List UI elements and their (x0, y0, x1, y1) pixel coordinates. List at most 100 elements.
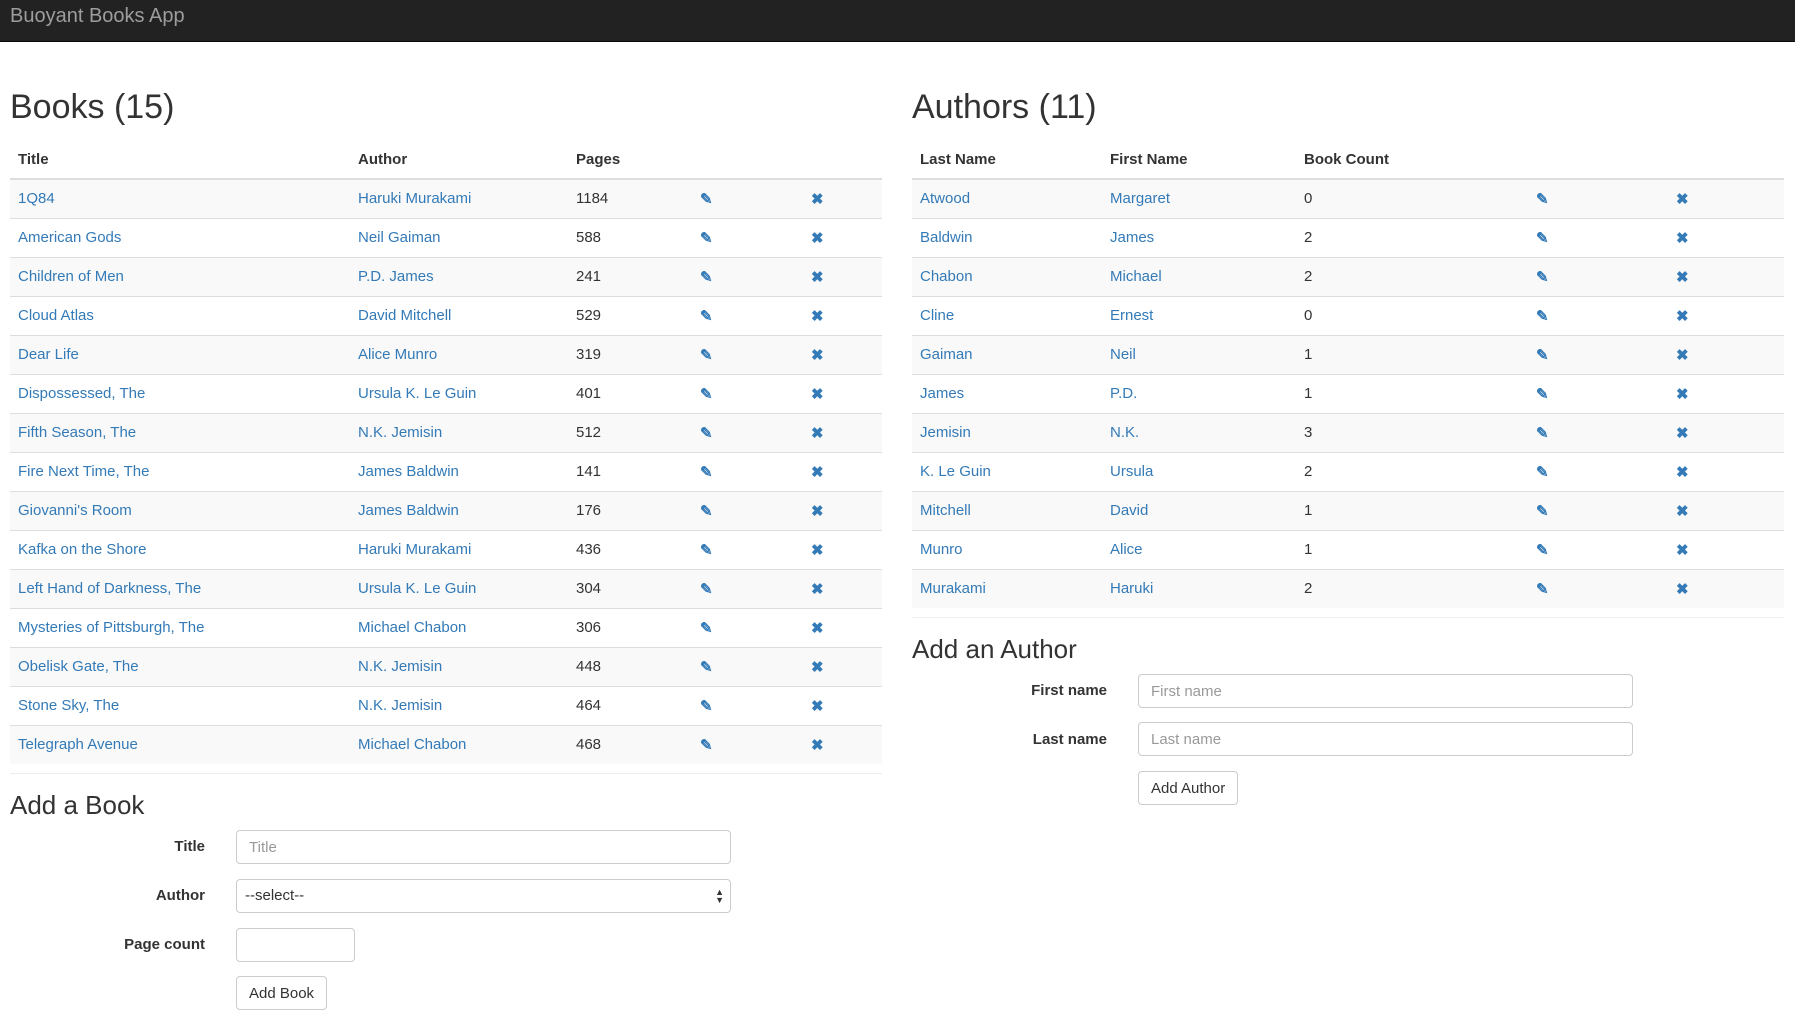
edit-icon[interactable]: ✎ (1536, 463, 1549, 481)
add-author-button[interactable]: Add Author (1138, 771, 1239, 805)
title-link[interactable]: Mysteries of Pittsburgh, The (18, 619, 205, 636)
delete-icon[interactable]: ✖ (811, 463, 824, 481)
edit-icon[interactable]: ✎ (700, 307, 713, 325)
delete-icon[interactable]: ✖ (1676, 541, 1689, 559)
add-book-button[interactable]: Add Book (236, 976, 328, 1010)
delete-icon[interactable]: ✖ (1676, 346, 1689, 364)
author-link[interactable]: Ursula K. Le Guin (358, 385, 477, 402)
first-link[interactable]: Neil (1110, 346, 1136, 363)
edit-icon[interactable]: ✎ (1536, 502, 1549, 520)
delete-icon[interactable]: ✖ (811, 307, 824, 325)
delete-icon[interactable]: ✖ (1676, 463, 1689, 481)
first-link[interactable]: P.D. (1110, 385, 1138, 402)
delete-icon[interactable]: ✖ (811, 424, 824, 442)
delete-icon[interactable]: ✖ (811, 658, 824, 676)
delete-icon[interactable]: ✖ (1676, 190, 1689, 208)
title-link[interactable]: Telegraph Avenue (18, 736, 138, 754)
last-link[interactable]: K. Le Guin (920, 463, 991, 480)
delete-icon[interactable]: ✖ (811, 541, 824, 559)
first-link[interactable]: N.K. (1110, 424, 1140, 441)
last-name-input[interactable] (1138, 722, 1633, 756)
edit-icon[interactable]: ✎ (1536, 346, 1549, 364)
title-link[interactable]: Dispossessed, The (18, 385, 146, 402)
first-link[interactable]: David (1110, 502, 1149, 519)
edit-icon[interactable]: ✎ (700, 463, 713, 481)
delete-icon[interactable]: ✖ (1676, 580, 1689, 598)
page-count-input[interactable] (236, 928, 355, 962)
edit-icon[interactable]: ✎ (700, 580, 713, 598)
delete-icon[interactable]: ✖ (811, 580, 824, 598)
edit-icon[interactable]: ✎ (1536, 307, 1549, 325)
delete-icon[interactable]: ✖ (811, 619, 824, 637)
author-link[interactable]: David Mitchell (358, 307, 452, 324)
edit-icon[interactable]: ✎ (700, 385, 713, 403)
first-link[interactable]: Michael (1110, 268, 1162, 285)
delete-icon[interactable]: ✖ (811, 268, 824, 286)
edit-icon[interactable]: ✎ (700, 541, 713, 559)
author-link[interactable]: Michael Chabon (358, 736, 467, 754)
delete-icon[interactable]: ✖ (1676, 385, 1689, 403)
edit-icon[interactable]: ✎ (700, 346, 713, 364)
last-link[interactable]: Jemisin (920, 424, 971, 441)
edit-icon[interactable]: ✎ (700, 619, 713, 637)
delete-icon[interactable]: ✖ (1676, 229, 1689, 247)
delete-icon[interactable]: ✖ (811, 736, 824, 754)
author-link[interactable]: Haruki Murakami (358, 541, 472, 558)
edit-icon[interactable]: ✎ (700, 736, 713, 754)
title-link[interactable]: American Gods (18, 229, 122, 246)
author-link[interactable]: Neil Gaiman (358, 229, 441, 246)
edit-icon[interactable]: ✎ (700, 424, 713, 442)
delete-icon[interactable]: ✖ (811, 190, 824, 208)
last-link[interactable]: Atwood (920, 190, 971, 208)
edit-icon[interactable]: ✎ (1536, 424, 1549, 442)
edit-icon[interactable]: ✎ (700, 190, 713, 208)
title-link[interactable]: Giovanni's Room (18, 502, 132, 519)
author-link[interactable]: N.K. Jemisin (358, 697, 443, 714)
author-link[interactable]: N.K. Jemisin (358, 424, 443, 441)
author-link[interactable]: James Baldwin (358, 463, 459, 480)
edit-icon[interactable]: ✎ (1536, 268, 1549, 286)
delete-icon[interactable]: ✖ (811, 346, 824, 364)
author-link[interactable]: Ursula K. Le Guin (358, 580, 477, 597)
author-link[interactable]: P.D. James (358, 268, 434, 285)
edit-icon[interactable]: ✎ (700, 229, 713, 247)
title-link[interactable]: Fifth Season, The (18, 424, 137, 441)
delete-icon[interactable]: ✖ (1676, 502, 1689, 520)
title-link[interactable]: Cloud Atlas (18, 307, 94, 324)
delete-icon[interactable]: ✖ (1676, 268, 1689, 286)
delete-icon[interactable]: ✖ (1676, 424, 1689, 442)
first-link[interactable]: Margaret (1110, 190, 1171, 208)
author-link[interactable]: N.K. Jemisin (358, 658, 443, 675)
last-link[interactable]: Murakami (920, 580, 986, 598)
edit-icon[interactable]: ✎ (1536, 229, 1549, 247)
title-link[interactable]: Dear Life (18, 346, 79, 363)
edit-icon[interactable]: ✎ (700, 697, 713, 715)
last-link[interactable]: James (920, 385, 965, 402)
first-link[interactable]: Ursula (1110, 463, 1154, 480)
author-link[interactable]: Alice Munro (358, 346, 438, 363)
first-link[interactable]: Ernest (1110, 307, 1154, 324)
delete-icon[interactable]: ✖ (1676, 307, 1689, 325)
title-link[interactable]: Children of Men (18, 268, 124, 285)
last-link[interactable]: Cline (920, 307, 955, 324)
last-link[interactable]: Baldwin (920, 229, 973, 246)
author-link[interactable]: James Baldwin (358, 502, 459, 519)
first-link[interactable]: James (1110, 229, 1155, 246)
last-link[interactable]: Gaiman (920, 346, 973, 363)
title-link[interactable]: 1Q84 (18, 190, 55, 208)
title-link[interactable]: Stone Sky, The (18, 697, 120, 714)
edit-icon[interactable]: ✎ (700, 658, 713, 676)
edit-icon[interactable]: ✎ (700, 268, 713, 286)
edit-icon[interactable]: ✎ (1536, 580, 1549, 598)
author-link[interactable]: Haruki Murakami (358, 190, 472, 208)
app-title[interactable]: Buoyant Books App (10, 5, 185, 27)
last-link[interactable]: Mitchell (920, 502, 971, 519)
edit-icon[interactable]: ✎ (700, 502, 713, 520)
title-link[interactable]: Obelisk Gate, The (18, 658, 139, 675)
delete-icon[interactable]: ✖ (811, 697, 824, 715)
edit-icon[interactable]: ✎ (1536, 385, 1549, 403)
first-name-input[interactable] (1138, 674, 1633, 708)
edit-icon[interactable]: ✎ (1536, 541, 1549, 559)
first-link[interactable]: Alice (1110, 541, 1143, 558)
delete-icon[interactable]: ✖ (811, 385, 824, 403)
